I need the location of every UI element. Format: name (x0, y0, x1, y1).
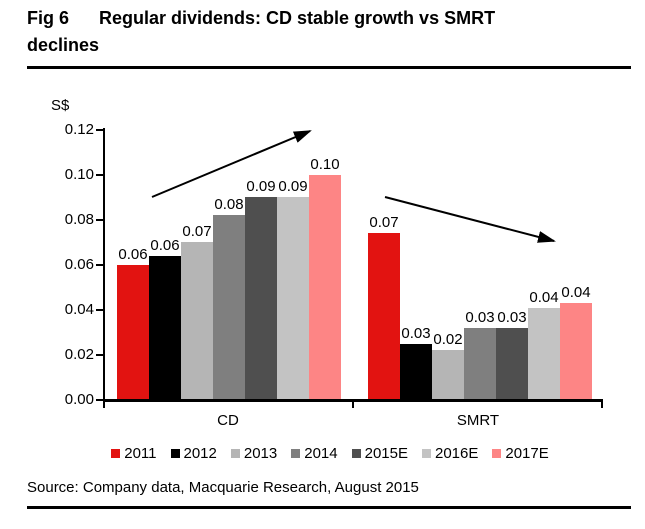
bar-CD-2011 (117, 265, 149, 400)
bar-SMRT-2013 (432, 350, 464, 400)
legend-item-2013: 2013 (230, 444, 278, 462)
y-axis-tick (96, 399, 104, 401)
y-axis-tick (96, 309, 104, 311)
bar-value-label: 0.06 (150, 237, 180, 254)
bar-value-label: 0.09 (278, 178, 308, 195)
bar-CD-2014 (213, 215, 245, 400)
x-axis-tick (103, 400, 105, 408)
bar-value-label: 0.06 (118, 246, 148, 263)
bar-value-label: 0.03 (401, 325, 431, 342)
bar-value-label: 0.07 (369, 214, 399, 231)
figure-label: Fig 6 (27, 8, 70, 28)
legend-item-2014: 2014 (291, 444, 338, 462)
y-tick-label: 0.08 (64, 211, 94, 228)
figure-title: Fig 6 Regular dividends: CD stable growth… (27, 5, 637, 59)
legend-label: 2017E (505, 444, 549, 462)
y-axis-tick (96, 174, 104, 176)
bar-value-label: 0.10 (310, 156, 340, 173)
bar-CD-2017E (309, 175, 341, 400)
bar-SMRT-2017E (560, 303, 592, 400)
legend-item-2011: 2011 (111, 444, 157, 462)
y-tick-label: 0.12 (64, 121, 94, 138)
figure-title-line2: declines (27, 35, 100, 55)
category-label-SMRT: SMRT (456, 412, 500, 429)
bar-value-label: 0.04 (529, 289, 559, 306)
legend-label: 2016E (435, 444, 479, 462)
y-axis-tick (96, 264, 104, 266)
y-axis-tick (96, 354, 104, 356)
legend-item-2015E: 2015E (351, 444, 408, 462)
bottom-divider-rule (27, 506, 631, 509)
bar-value-label: 0.08 (214, 196, 244, 213)
legend-swatch-icon (351, 448, 361, 458)
bar-CD-2012 (149, 256, 181, 400)
legend-label: 2014 (304, 444, 338, 462)
legend-item-2016E: 2016E (422, 445, 478, 462)
bar-value-label: 0.02 (433, 331, 463, 348)
bar-SMRT-2012 (400, 344, 432, 400)
bar-SMRT-2015E (496, 328, 528, 400)
y-axis-tick (96, 219, 104, 221)
legend-swatch-icon (492, 448, 502, 458)
figure-title-line1: Regular dividends: CD stable growth vs S… (99, 8, 496, 28)
chart-legend: 2011 2012 2013 2014 2015E 2016E 2017E (20, 444, 640, 462)
title-divider-rule (27, 66, 631, 69)
y-axis-line (103, 128, 105, 402)
y-tick-label: 0.00 (64, 391, 94, 408)
y-tick-label: 0.06 (64, 256, 94, 273)
legend-swatch-icon (230, 448, 240, 458)
bar-CD-2016E (277, 197, 309, 400)
legend-swatch-icon (291, 448, 301, 458)
legend-item-2012: 2012 (170, 444, 217, 462)
legend-item-2017E: 2017E (492, 444, 549, 462)
bar-value-label: 0.03 (497, 309, 527, 326)
legend-label: 2011 (124, 444, 157, 462)
y-tick-label: 0.02 (64, 346, 94, 363)
legend-swatch-icon (422, 448, 431, 458)
bar-SMRT-2016E (528, 308, 560, 400)
legend-label: 2012 (183, 444, 217, 462)
bar-SMRT-2014 (464, 328, 496, 400)
bar-SMRT-2011 (368, 233, 400, 400)
x-axis-tick (601, 400, 603, 408)
bar-CD-2015E (245, 197, 277, 400)
bar-value-label: 0.04 (561, 284, 591, 301)
legend-label: 2015E (364, 444, 408, 462)
source-note: Source: Company data, Macquarie Research… (27, 479, 419, 496)
category-label-CD: CD (217, 412, 239, 429)
bar-value-label: 0.03 (465, 309, 495, 326)
y-axis-unit-label: S$ (51, 97, 70, 114)
legend-swatch-icon (170, 448, 180, 458)
x-axis-tick (352, 400, 354, 408)
legend-label: 2013 (243, 444, 278, 462)
bar-CD-2013 (181, 242, 213, 400)
y-tick-label: 0.04 (64, 301, 94, 318)
y-tick-label: 0.10 (64, 166, 94, 183)
legend-swatch-icon (111, 448, 121, 458)
y-axis-tick (96, 129, 104, 131)
bar-value-label: 0.07 (182, 223, 212, 240)
